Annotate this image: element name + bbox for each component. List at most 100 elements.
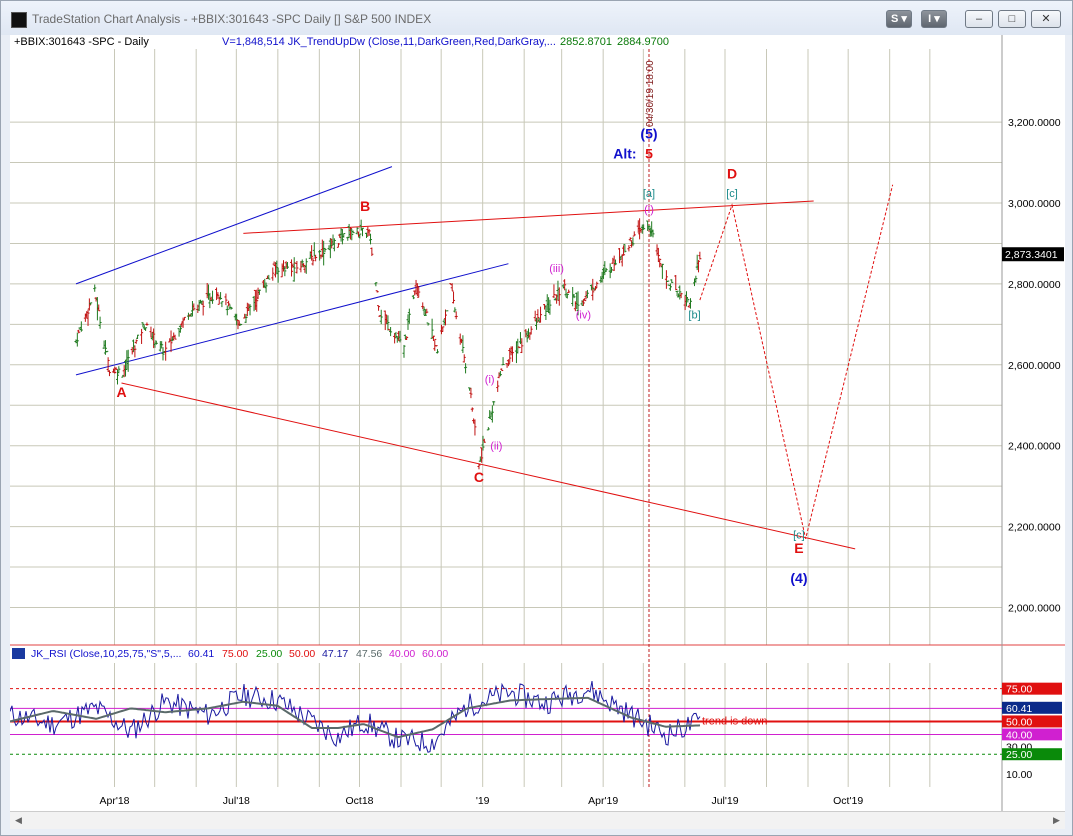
price-chart[interactable]: 04/30/19 18:00 A B C D E (5)Alt: 5 (4) [a] [b] [c]… — [10, 35, 1065, 811]
wave-label: (iii) — [549, 263, 564, 275]
price-bar — [539, 306, 543, 323]
rsi-value-6: 47.56 — [356, 648, 382, 660]
price-bar — [377, 305, 381, 311]
price-bar — [114, 367, 118, 370]
s-menu-button[interactable]: S ▾ — [886, 10, 912, 28]
price-bar — [698, 251, 702, 260]
price-bar — [443, 309, 447, 326]
price-bar — [462, 354, 466, 363]
price-bar — [430, 318, 434, 339]
price-bar — [257, 289, 261, 295]
price-bar — [300, 259, 304, 268]
price-bar — [182, 316, 186, 321]
rsi-value-1: 60.41 — [188, 648, 214, 660]
price-bar — [622, 245, 626, 256]
price-bar — [244, 313, 248, 323]
price-bar — [311, 257, 315, 266]
price-bar — [386, 315, 390, 331]
wave-label: (ii) — [490, 441, 502, 453]
app-icon — [11, 12, 27, 28]
price-bar — [686, 298, 690, 303]
rsi-badge — [1002, 728, 1062, 741]
price-bar — [348, 227, 352, 240]
price-bar — [79, 321, 83, 332]
price-bar — [632, 231, 636, 237]
x-tick-label: Jul'19 — [711, 795, 738, 807]
last-price-label: 2,873.3401 — [1005, 249, 1058, 261]
price-bar — [417, 286, 421, 298]
horizontal-scrollbar[interactable]: ◀ ▶ — [10, 811, 1065, 829]
price-bar — [614, 259, 618, 265]
rsi-badge-label: 75.00 — [1006, 684, 1032, 696]
price-bar — [638, 218, 642, 240]
trendline — [75, 166, 393, 285]
price-bar — [77, 329, 81, 334]
rsi-value-3: 25.00 — [256, 648, 282, 660]
price-bar — [623, 244, 627, 253]
price-bar — [144, 327, 148, 331]
price-bar — [591, 278, 595, 301]
scroll-right-icon[interactable]: ▶ — [1053, 815, 1060, 825]
last-price-badge — [1002, 247, 1064, 262]
price-bar — [369, 233, 373, 245]
price-bar — [501, 357, 505, 366]
minimize-button[interactable]: – — [965, 10, 993, 28]
price-bar — [342, 233, 346, 238]
scroll-left-icon[interactable]: ◀ — [15, 815, 22, 825]
plot-area[interactable]: 04/30/19 18:00 A B C D E (5) Alt: 5 (4) [a] [b] [c]… — [10, 35, 1065, 811]
price-bar — [464, 363, 468, 374]
wave-label: C — [474, 469, 484, 485]
price-bar — [620, 253, 624, 267]
price-bar — [426, 322, 430, 326]
x-tick-label: Oct18 — [345, 795, 373, 807]
wave-label: Alt: — [613, 146, 636, 162]
wave-label: (i) — [485, 374, 495, 386]
y-tick-label: 3,200.0000 — [1008, 117, 1061, 129]
maximize-button[interactable]: □ — [998, 10, 1026, 28]
y-tick-label: 2,400.0000 — [1008, 441, 1061, 453]
price-bar — [98, 316, 102, 329]
wave-label: [a] — [643, 188, 655, 200]
rsi-value-2: 75.00 — [222, 648, 248, 660]
price-bar — [239, 323, 243, 326]
price-bar — [379, 309, 383, 325]
wave-label: 5 — [645, 146, 653, 162]
price-bar — [525, 330, 529, 343]
symbol-label: +BBIX:301643 -SPC - Daily — [14, 36, 149, 48]
wave-label: (4) — [790, 570, 807, 586]
rsi-value-7: 40.00 — [389, 648, 415, 660]
price-bar — [572, 293, 576, 299]
price-bar — [264, 282, 268, 293]
price-bar — [351, 230, 355, 234]
i-menu-button[interactable]: I ▾ — [921, 10, 947, 28]
price-bar — [405, 336, 409, 341]
price-bar — [267, 274, 271, 280]
rsi-line — [10, 696, 701, 739]
price-bar — [492, 401, 496, 406]
price-bar — [336, 243, 340, 248]
price-bar — [304, 258, 308, 274]
indicator-value-1: 2852.8701 — [560, 36, 612, 48]
x-tick-label: Apr'18 — [99, 795, 129, 807]
price-bar — [536, 309, 540, 323]
price-bar — [192, 303, 196, 311]
rsi-badge-label: 60.41 — [1006, 703, 1032, 715]
price-bar — [675, 290, 679, 297]
price-bar — [360, 227, 364, 237]
price-bar — [292, 257, 296, 282]
price-bar — [434, 345, 438, 347]
price-bar — [411, 294, 415, 300]
wave-label: [c] — [726, 188, 738, 200]
rsi-badge — [1002, 715, 1062, 728]
price-bar — [470, 407, 474, 412]
price-bar — [87, 298, 91, 311]
title-bar: TradeStation Chart Analysis - +BBIX:3016… — [1, 1, 1072, 35]
price-bar — [647, 225, 651, 230]
price-bar — [103, 340, 107, 355]
price-bar — [117, 366, 121, 374]
close-button[interactable]: ✕ — [1031, 10, 1061, 28]
price-bar — [115, 369, 119, 385]
price-bar — [517, 346, 521, 349]
rsi-annotation: trend is down — [702, 715, 767, 727]
price-bar — [664, 270, 668, 289]
